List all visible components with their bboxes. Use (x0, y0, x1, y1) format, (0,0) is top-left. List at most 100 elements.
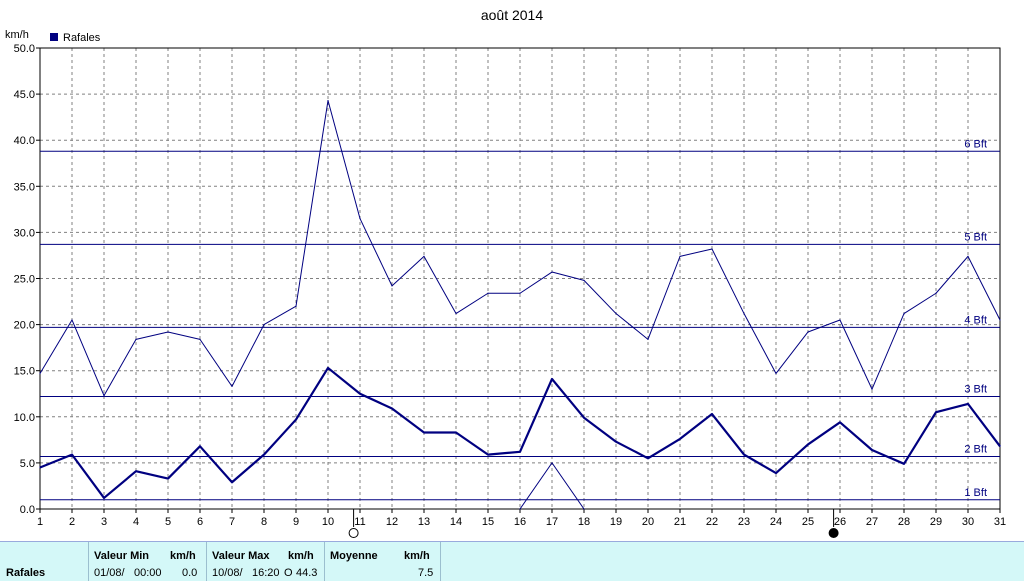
data-point-max-thin (583, 279, 585, 281)
data-point-mean-thick (359, 393, 361, 395)
x-tick-label: 1 (37, 516, 43, 528)
data-point-max-thin (327, 99, 329, 102)
max-value: 44.3 (296, 567, 318, 579)
data-point-max-thin (743, 312, 745, 315)
data-point-max-thin (103, 394, 105, 397)
data-point-max-thin (39, 372, 41, 375)
x-tick-label: 12 (386, 516, 398, 528)
data-point-mean-thick (935, 411, 937, 413)
data-point-mean-thick (199, 445, 201, 447)
footer-avg-cell: Moyenne km/h 7.5 (324, 542, 441, 581)
data-point-mean-thick (487, 454, 489, 456)
min-date: 01/08/ (94, 567, 125, 579)
legend-label: Rafales (63, 32, 101, 44)
data-point-max-thin (871, 388, 873, 390)
y-tick-label: 45.0 (14, 89, 35, 101)
data-point-max-thin (775, 372, 777, 375)
x-tick-label: 2 (69, 516, 75, 528)
data-point-max-thin (519, 292, 521, 294)
y-axis-unit-label: km/h (5, 29, 29, 41)
beaufort-label: 3 Bft (964, 384, 987, 396)
y-tick-label: 30.0 (14, 227, 35, 239)
data-point-mean-thick (679, 438, 681, 440)
x-tick-label: 24 (770, 516, 782, 528)
data-point-mean-thick (807, 443, 809, 446)
data-point-max-thin (711, 248, 713, 250)
x-tick-label: 10 (322, 516, 334, 528)
y-tick-label: 20.0 (14, 320, 35, 332)
x-tick-label: 19 (610, 516, 622, 528)
x-tick-label: 4 (133, 516, 139, 528)
x-tick-label: 29 (930, 516, 942, 528)
data-point-mean-thick (615, 441, 617, 443)
x-tick-label: 20 (642, 516, 654, 528)
data-point-max-thin (839, 319, 841, 321)
data-point-max-thin (199, 338, 201, 340)
x-tick-label: 17 (546, 516, 558, 528)
data-point-mean-thick (519, 451, 521, 453)
data-point-max-thin (935, 292, 937, 294)
x-tick-label: 7 (229, 516, 235, 528)
data-point-mean-thick (103, 497, 105, 499)
footer-row-label: Rafales (6, 567, 46, 579)
data-point-mean-thick (583, 417, 585, 419)
data-point-mean-thick (903, 463, 905, 465)
full-moon-icon (348, 528, 359, 538)
beaufort-label: 1 Bft (964, 487, 987, 499)
legend-swatch (50, 33, 58, 41)
data-point-min-thin (551, 462, 553, 464)
x-tick-label: 27 (866, 516, 878, 528)
data-point-max-thin (167, 331, 169, 333)
x-tick-label: 26 (834, 516, 846, 528)
min-unit: km/h (170, 550, 196, 562)
y-tick-label: 5.0 (20, 458, 35, 470)
x-tick-label: 30 (962, 516, 974, 528)
data-point-max-thin (903, 312, 905, 315)
data-point-mean-thick (391, 407, 393, 410)
data-point-max-thin (295, 305, 297, 307)
data-point-max-thin (647, 338, 649, 340)
x-tick-label: 8 (261, 516, 267, 528)
data-point-max-thin (615, 312, 617, 315)
data-point-mean-thick (295, 418, 297, 421)
x-tick-label: 11 (354, 516, 365, 528)
y-tick-label: 35.0 (14, 181, 35, 193)
x-tick-label: 9 (293, 516, 299, 528)
avg-header: Moyenne (330, 550, 378, 562)
data-point-max-thin (423, 255, 425, 257)
data-point-mean-thick (967, 403, 969, 405)
data-point-mean-thick (647, 457, 649, 459)
beaufort-label: 4 Bft (964, 314, 987, 326)
avg-unit: km/h (404, 550, 430, 562)
data-point-mean-thick (39, 466, 41, 469)
x-tick-label: 21 (674, 516, 686, 528)
data-point-min-thin (519, 508, 521, 510)
y-tick-label: 10.0 (14, 412, 35, 424)
data-point-max-thin (71, 319, 73, 321)
max-moon-icon: O (284, 567, 293, 579)
y-tick-label: 0.0 (20, 504, 35, 516)
data-point-mean-thick (775, 472, 777, 474)
x-tick-label: 16 (514, 516, 526, 528)
y-tick-label: 15.0 (14, 366, 35, 378)
footer-max-cell: Valeur Max km/h 10/08/ 16:20 O 44.3 (206, 542, 325, 581)
data-point-mean-thick (551, 378, 553, 380)
data-point-max-thin (391, 285, 393, 287)
x-tick-label: 28 (898, 516, 910, 528)
x-tick-label: 31 (994, 516, 1006, 528)
min-header: Valeur Min (94, 550, 150, 562)
avg-value: 7.5 (418, 567, 434, 579)
data-point-mean-thick (167, 477, 169, 480)
beaufort-label: 2 Bft (964, 443, 987, 455)
x-tick-label: 15 (482, 516, 494, 528)
y-tick-label: 50.0 (14, 43, 35, 55)
data-point-max-thin (455, 312, 457, 315)
data-point-max-thin (807, 331, 809, 333)
data-point-mean-thick (423, 431, 425, 434)
x-tick-label: 18 (578, 516, 590, 528)
data-point-max-thin (551, 271, 553, 273)
footer-min-cell: Valeur Min km/h 01/08/ 00:00 0.0 (88, 542, 207, 581)
min-value: 0.0 (182, 567, 198, 579)
max-unit: km/h (288, 550, 314, 562)
data-point-max-thin (999, 319, 1001, 321)
